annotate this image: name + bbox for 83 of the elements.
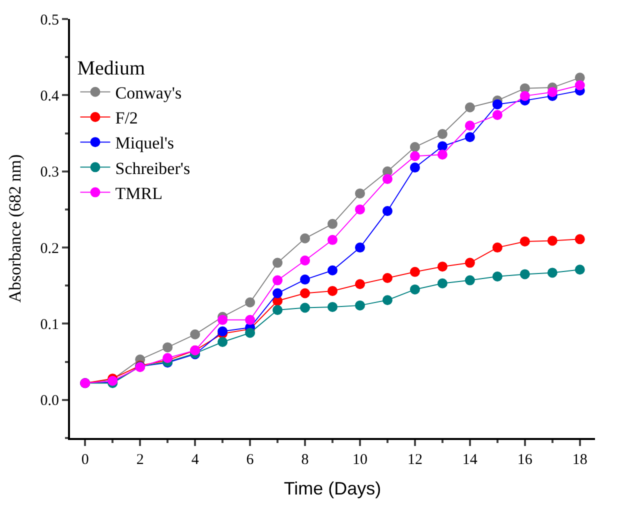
point bbox=[464, 258, 475, 268]
y-tick-label: 0.5 bbox=[40, 12, 59, 28]
x-tick-label: 6 bbox=[246, 452, 254, 468]
y-tick-label: 0.3 bbox=[40, 164, 59, 181]
point bbox=[437, 129, 448, 140]
point bbox=[492, 99, 502, 110]
point bbox=[272, 288, 283, 298]
legend-label: F/2 bbox=[115, 108, 138, 128]
point bbox=[272, 305, 283, 316]
point bbox=[328, 265, 338, 276]
point bbox=[410, 162, 420, 173]
point bbox=[520, 269, 530, 280]
point bbox=[464, 120, 475, 131]
legend-label: Miquel's bbox=[115, 134, 174, 153]
point bbox=[328, 286, 338, 296]
x-tick-label: 14 bbox=[462, 452, 478, 468]
point bbox=[492, 242, 502, 253]
point bbox=[245, 328, 256, 338]
point bbox=[464, 102, 475, 112]
point bbox=[245, 314, 256, 325]
legend-label: Conway's bbox=[115, 84, 182, 103]
x-tick-label: 10 bbox=[352, 452, 368, 468]
point bbox=[382, 273, 392, 284]
point bbox=[218, 326, 228, 336]
y-tick-label: 0.0 bbox=[40, 393, 59, 410]
x-tick-label: 12 bbox=[407, 452, 422, 468]
point bbox=[574, 234, 585, 244]
point bbox=[410, 284, 420, 294]
point bbox=[354, 204, 365, 214]
x-tick-label: 2 bbox=[136, 452, 144, 468]
point bbox=[574, 264, 585, 275]
legend-label: Schreiber's bbox=[115, 158, 190, 178]
point bbox=[410, 151, 420, 162]
point bbox=[218, 314, 228, 325]
point bbox=[410, 142, 420, 152]
point bbox=[492, 271, 502, 282]
point bbox=[464, 275, 475, 286]
point bbox=[382, 206, 392, 216]
x-tick-label: 0 bbox=[81, 452, 89, 468]
y-tick-label: 0.2 bbox=[40, 240, 59, 257]
point bbox=[328, 218, 338, 229]
x-tick-label: 8 bbox=[301, 452, 309, 468]
point bbox=[218, 337, 228, 348]
point bbox=[272, 275, 283, 286]
point bbox=[272, 258, 283, 268]
x-tick-label: 16 bbox=[517, 452, 533, 468]
point bbox=[190, 329, 200, 340]
point bbox=[245, 297, 256, 308]
point bbox=[300, 256, 310, 266]
legend-label: TMRL bbox=[115, 184, 162, 203]
point bbox=[328, 302, 338, 312]
y-tick-label: 0.4 bbox=[40, 88, 60, 104]
x-tick-label: 4 bbox=[191, 452, 200, 468]
point bbox=[574, 80, 585, 90]
point bbox=[382, 174, 392, 184]
point bbox=[437, 278, 448, 288]
point bbox=[354, 300, 365, 310]
point bbox=[547, 87, 558, 98]
legend-title: Medium bbox=[77, 57, 146, 80]
point bbox=[162, 342, 173, 352]
point bbox=[547, 268, 558, 278]
point bbox=[328, 234, 338, 245]
point bbox=[520, 236, 530, 246]
point bbox=[437, 150, 448, 160]
point bbox=[437, 262, 448, 272]
point bbox=[492, 110, 502, 120]
point bbox=[300, 274, 310, 285]
point bbox=[354, 188, 365, 198]
y-tick-label: 0.1 bbox=[40, 316, 59, 333]
point bbox=[354, 279, 365, 290]
point bbox=[382, 295, 392, 306]
point bbox=[520, 90, 530, 101]
point bbox=[300, 302, 310, 313]
x-tick-label: 18 bbox=[572, 452, 588, 468]
point bbox=[354, 242, 365, 253]
x-axis-title: Time (Days) bbox=[284, 478, 382, 499]
point bbox=[464, 132, 475, 142]
point bbox=[300, 288, 310, 298]
point bbox=[547, 236, 558, 246]
y-axis-title: Absorbance (682 nm) bbox=[5, 154, 24, 303]
point bbox=[437, 141, 448, 152]
point bbox=[300, 233, 310, 244]
point bbox=[410, 266, 420, 277]
